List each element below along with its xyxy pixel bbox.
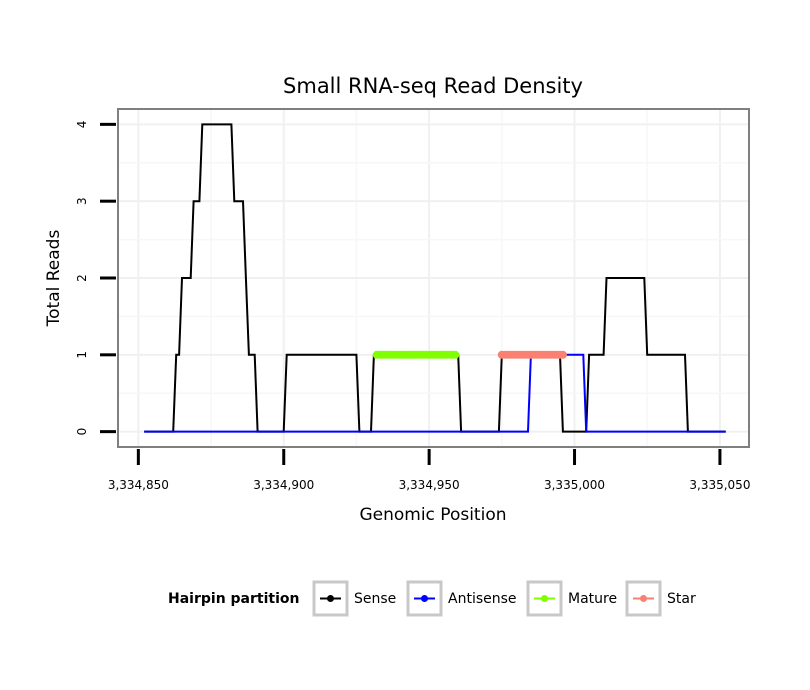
- y-tick-label: 3: [75, 197, 89, 205]
- y-axis: 0 1 2 3 4: [75, 121, 116, 436]
- y-axis-label: Total Reads: [44, 230, 64, 328]
- mature-legend-label: Mature: [568, 591, 617, 607]
- x-axis-label: Genomic Position: [359, 505, 506, 525]
- sense-legend-label: Sense: [354, 591, 396, 607]
- sense-series-line: [144, 123, 726, 433]
- legend-title: Hairpin partition: [168, 591, 299, 607]
- legend: Hairpin partition Sense Antisense Mature St…: [168, 580, 696, 617]
- mature-legend-dot: [541, 595, 548, 602]
- x-tick-label: 3,334,850: [108, 478, 169, 492]
- antisense-legend-dot: [421, 595, 428, 602]
- star-legend-label: Star: [667, 591, 696, 607]
- star-legend-dot: [640, 595, 647, 602]
- x-tick-label: 3,335,050: [689, 478, 750, 492]
- y-tick-label: 0: [75, 428, 89, 436]
- plot-border: [117, 108, 750, 448]
- sense-legend-dot: [327, 595, 334, 602]
- grid: [118, 109, 749, 447]
- x-tick-label: 3,335,000: [544, 478, 605, 492]
- mature-legend-key: [526, 580, 563, 617]
- series-layer: [144, 123, 726, 433]
- y-tick-label: 1: [75, 351, 89, 359]
- star-point: [558, 350, 567, 359]
- y-tick-label: 2: [75, 274, 89, 282]
- antisense-legend-label: Antisense: [448, 591, 517, 607]
- y-tick-label: 4: [75, 121, 89, 129]
- x-axis: 3,334,850 3,334,900 3,334,950 3,335,000 3,33…: [108, 449, 750, 492]
- x-tick-label: 3,334,950: [399, 478, 460, 492]
- chart-title: Small RNA-seq Read Density: [283, 74, 583, 98]
- x-tick-label: 3,334,900: [253, 478, 314, 492]
- mature-point: [451, 350, 460, 359]
